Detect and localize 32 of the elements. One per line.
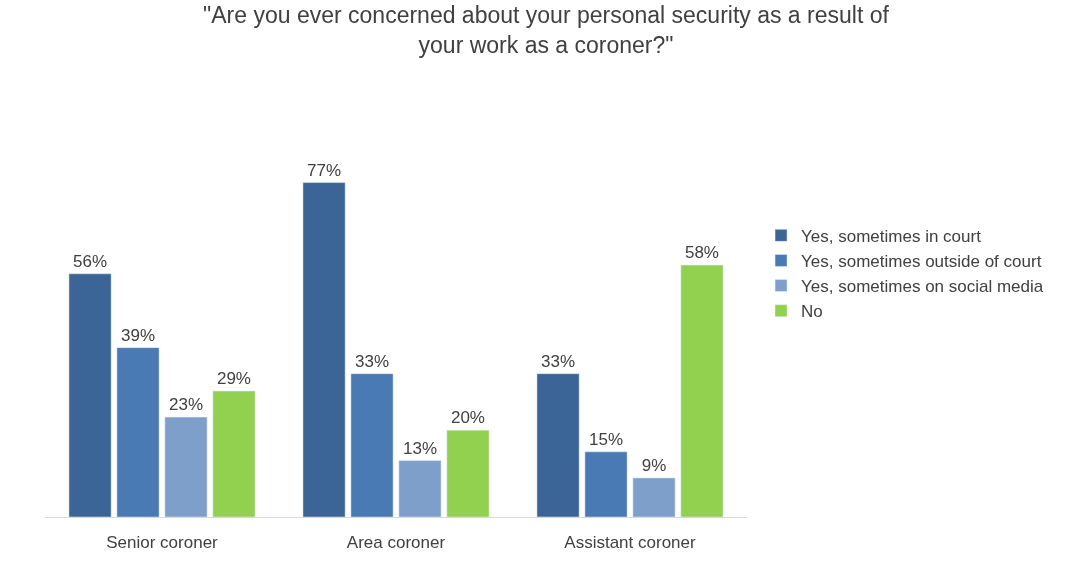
data-label: 29% (216, 369, 251, 389)
data-label: 58% (684, 243, 719, 263)
x-tick-label: Assistant coroner (564, 533, 696, 553)
bar (680, 264, 724, 517)
data-label: 9% (641, 455, 667, 475)
data-label: 13% (402, 438, 437, 458)
bar (302, 182, 346, 517)
bar (584, 451, 628, 517)
bar (116, 347, 160, 517)
legend-label: Yes, sometimes in court (801, 226, 982, 246)
bar (212, 390, 256, 517)
data-label: 33% (541, 351, 576, 371)
bar (398, 460, 442, 517)
bar (164, 416, 208, 517)
data-label: 15% (589, 429, 624, 449)
data-label: 20% (450, 408, 485, 428)
bar (536, 373, 580, 517)
data-label: 23% (168, 395, 203, 415)
data-label: 56% (73, 251, 108, 271)
x-tick-label: Area coroner (346, 533, 446, 553)
x-tick-label: Senior coroner (106, 533, 219, 553)
data-label: 39% (121, 325, 156, 345)
data-label: 77% (307, 160, 342, 180)
bar (632, 477, 676, 517)
bar (350, 373, 394, 517)
bar (446, 429, 490, 517)
legend-label: Yes, sometimes on social media (801, 277, 1044, 297)
bar (68, 273, 112, 517)
legend-label: No (801, 302, 823, 322)
data-label: 33% (355, 351, 390, 371)
chart-title: "Are you ever concerned about your personal security as a result of your work as a coroner?" (203, 1, 890, 58)
legend-label: Yes, sometimes outside of court (801, 252, 1042, 272)
